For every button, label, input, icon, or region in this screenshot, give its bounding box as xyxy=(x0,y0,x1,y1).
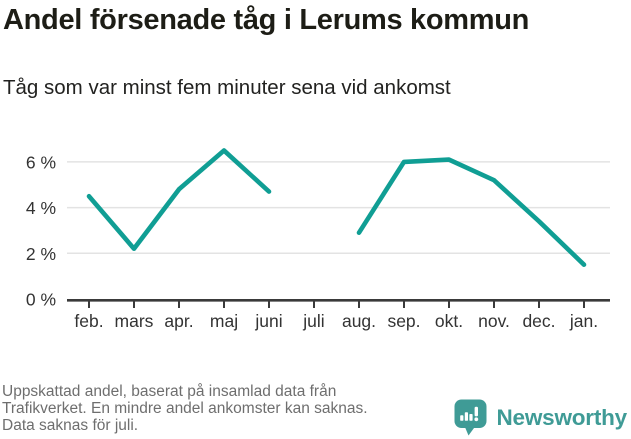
x-axis-tick-label: aug. xyxy=(342,311,376,331)
source-note-line: Trafikverket. En mindre andel ankomster … xyxy=(2,400,368,418)
brand-name: Newsworthy xyxy=(496,404,627,430)
source-note-line: Data saknas för juli. xyxy=(2,417,139,435)
x-axis-tick-label: sep. xyxy=(387,311,420,331)
y-axis-tick-label: 6 % xyxy=(26,152,56,172)
source-note-line: Uppskattad andel, baserat på insamlad da… xyxy=(2,383,337,400)
logo-exclamation-dot xyxy=(474,417,479,422)
x-axis-tick-label: juni xyxy=(254,311,282,331)
x-axis-tick-label: jan. xyxy=(569,311,598,331)
newsworthy-logo: Newsworthy xyxy=(454,399,627,436)
x-axis-tick-label: juli xyxy=(302,311,324,331)
source-note: Uppskattad andel, baserat på insamlad da… xyxy=(2,383,482,435)
logo-bar-tall xyxy=(465,412,469,421)
data-line-segment xyxy=(356,157,587,268)
data-line-segment xyxy=(86,148,272,251)
x-axis-tick-label: nov. xyxy=(478,311,510,331)
y-axis-tick-label: 4 % xyxy=(26,198,56,218)
logo-bar-medium xyxy=(469,414,474,421)
logo-bar-small xyxy=(460,415,464,421)
x-axis-tick-label: okt. xyxy=(435,311,463,331)
page-title: Andel försenade tåg i Lerums kommun xyxy=(3,4,530,36)
newsworthy-bubble-icon xyxy=(454,399,487,436)
x-axis-tick-label: mars xyxy=(115,311,154,331)
x-axis-tick-label: maj xyxy=(210,311,238,331)
y-axis-tick-label: 2 % xyxy=(26,244,56,264)
page-subtitle: Tåg som var minst fem minuter sena vid a… xyxy=(3,76,451,99)
x-axis-tick-label: dec. xyxy=(522,311,555,331)
x-axis-tick-label: apr. xyxy=(164,311,193,331)
logo-exclamation-bar xyxy=(475,406,479,417)
x-axis-tick-label: feb. xyxy=(74,311,103,331)
y-axis-tick-label: 0 % xyxy=(26,290,56,310)
